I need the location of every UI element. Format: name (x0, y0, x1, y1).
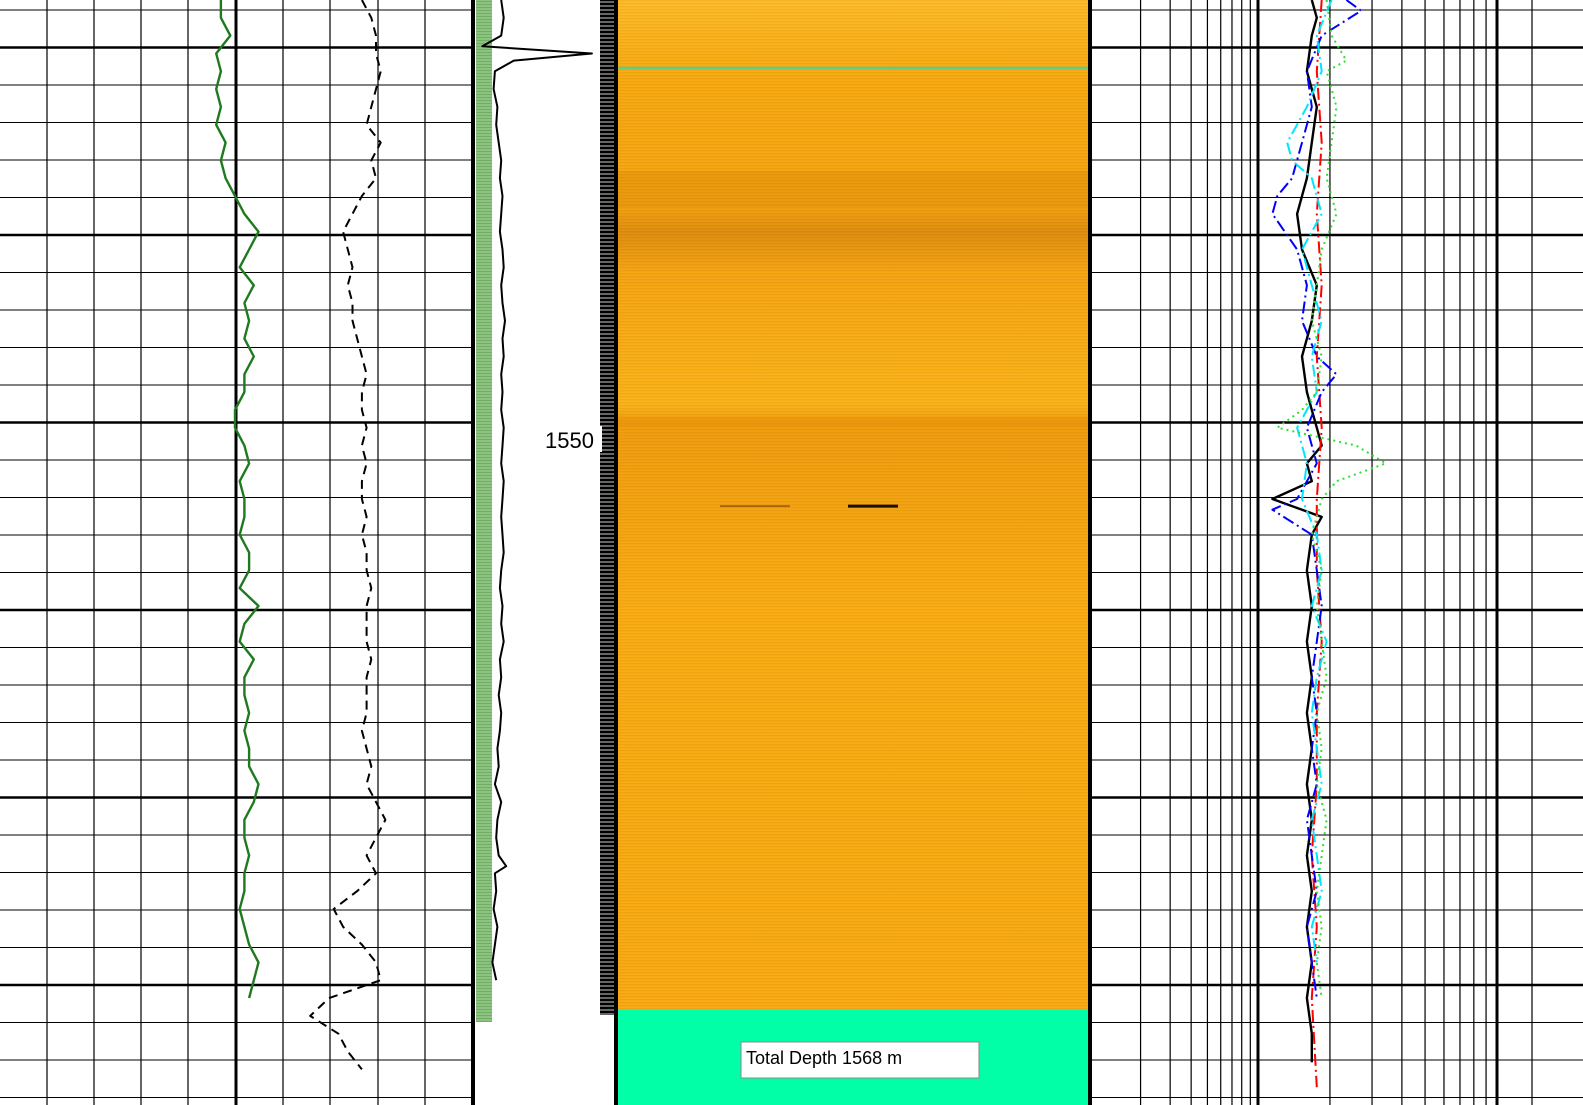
image-feature-boundary (616, 416, 1090, 427)
depth-label-background (546, 426, 602, 452)
image-features (616, 66, 1090, 508)
track-borders (471, 0, 1092, 1105)
resistivity-track-grid (1090, 0, 1583, 1105)
depth-label: 1550 (545, 428, 594, 453)
image-feature-band (616, 170, 1090, 207)
lithology-column (476, 0, 492, 1022)
depth-ticks (600, 1, 614, 1015)
log-curve (1286, 0, 1333, 963)
total-depth-label: Total Depth 1568 m (746, 1048, 902, 1068)
track-1-grid (0, 0, 473, 1105)
log-curve (1271, 0, 1323, 1063)
log-curve (481, 0, 593, 981)
log-curve (215, 0, 260, 999)
log-curve (1271, 0, 1363, 999)
depth-tick-column (600, 0, 614, 1015)
lithology-fill (476, 0, 492, 1022)
log-curve (309, 0, 387, 1071)
log-curves (215, 0, 1387, 1088)
log-curve (1276, 0, 1387, 999)
total-depth-box (740, 1041, 980, 1079)
